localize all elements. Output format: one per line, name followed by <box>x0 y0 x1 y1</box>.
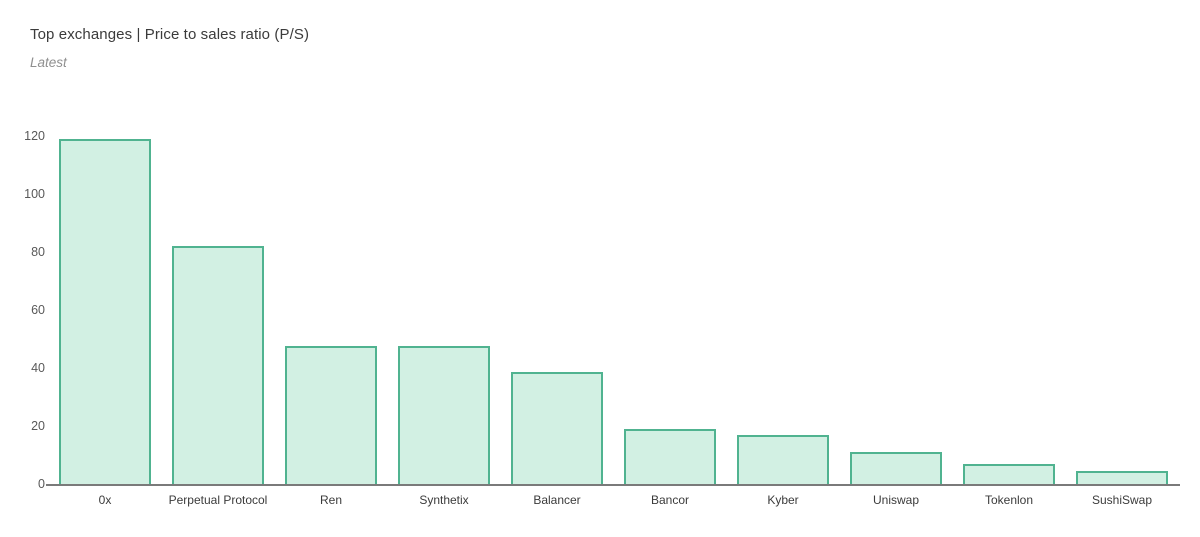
bar-kyber[interactable] <box>737 435 829 484</box>
bar-0x[interactable] <box>59 139 151 484</box>
bar-ren[interactable] <box>285 346 377 484</box>
chart-title: Top exchanges | Price to sales ratio (P/… <box>30 26 310 43</box>
x-axis-label-synthetix: Synthetix <box>419 493 469 507</box>
y-axis-tick-60: 60 <box>31 303 45 317</box>
bar-bancor[interactable] <box>624 429 716 484</box>
x-axis-label-balancer: Balancer <box>533 493 581 507</box>
x-axis-label-uniswap: Uniswap <box>872 493 920 507</box>
x-axis-label-0x: 0x <box>98 493 112 507</box>
y-axis-tick-100: 100 <box>24 187 45 201</box>
y-axis-tick-40: 40 <box>31 361 45 375</box>
y-axis-tick-0: 0 <box>38 477 45 491</box>
y-axis-tick-80: 80 <box>31 245 45 259</box>
x-axis-label-tokenlon: Tokenlon <box>984 493 1034 507</box>
x-axis-label-kyber: Kyber <box>767 493 799 507</box>
bar-synthetix[interactable] <box>398 346 490 484</box>
chart-subtitle: Latest <box>30 55 67 70</box>
bar-uniswap[interactable] <box>850 452 942 484</box>
bar-tokenlon[interactable] <box>963 464 1055 484</box>
x-axis-baseline <box>46 484 1180 486</box>
bar-perpetual-protocol[interactable] <box>172 246 264 484</box>
x-axis-label-sushiswap: SushiSwap <box>1091 493 1153 507</box>
y-axis-tick-20: 20 <box>31 419 45 433</box>
y-axis-tick-120: 120 <box>24 129 45 143</box>
x-axis-label-ren: Ren <box>319 493 342 507</box>
x-axis-label-perpetual-protocol: Perpetual Protocol <box>168 493 268 507</box>
x-axis-label-bancor: Bancor <box>650 493 690 507</box>
bar-balancer[interactable] <box>511 372 603 484</box>
bar-sushiswap[interactable] <box>1076 471 1168 484</box>
